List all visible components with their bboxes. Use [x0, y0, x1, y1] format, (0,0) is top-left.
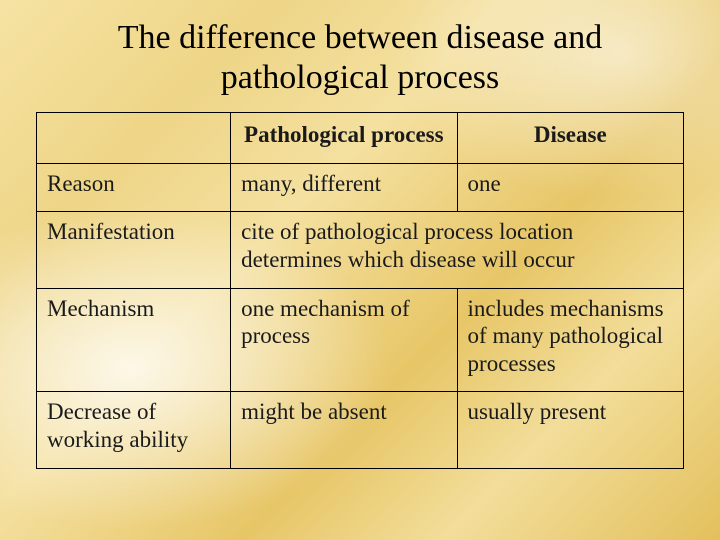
row-mechanism: Mechanism one mechanism of process inclu… [37, 288, 684, 392]
cell-path: one mechanism of process [231, 288, 457, 392]
slide-title: The difference between disease and patho… [36, 18, 684, 98]
row-label: Mechanism [37, 288, 231, 392]
header-pathological-process: Pathological process [231, 113, 457, 164]
cell-path: many, different [231, 163, 457, 212]
cell-disease: includes mechanisms of many pathological… [457, 288, 683, 392]
row-label: Reason [37, 163, 231, 212]
cell-merged: cite of pathological process location de… [231, 212, 684, 288]
row-label: Manifestation [37, 212, 231, 288]
cell-disease: usually present [457, 392, 683, 468]
row-label: Decrease of working ability [37, 392, 231, 468]
row-reason: Reason many, different one [37, 163, 684, 212]
slide: The difference between disease and patho… [0, 0, 720, 540]
row-decrease-working-ability: Decrease of working ability might be abs… [37, 392, 684, 468]
row-manifestation: Manifestation cite of pathological proce… [37, 212, 684, 288]
cell-disease: one [457, 163, 683, 212]
header-blank [37, 113, 231, 164]
header-disease: Disease [457, 113, 683, 164]
table-header-row: Pathological process Disease [37, 113, 684, 164]
cell-path: might be absent [231, 392, 457, 468]
comparison-table: Pathological process Disease Reason many… [36, 112, 684, 468]
